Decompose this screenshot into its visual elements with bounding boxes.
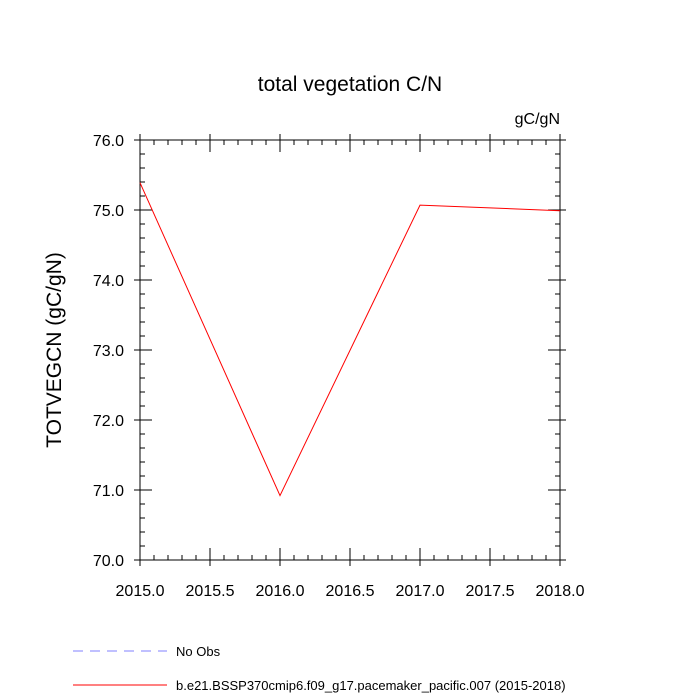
units-label: gC/gN <box>515 111 560 128</box>
x-tick-label: 2015.5 <box>186 583 235 600</box>
series-line <box>139 182 561 497</box>
y-tick-label: 72.0 <box>93 413 124 430</box>
y-tick-label: 71.0 <box>93 483 124 500</box>
series-lines <box>139 182 561 497</box>
y-tick-label: 74.0 <box>93 273 124 290</box>
x-tick-labels: 2015.0 2015.5 2016.0 2016.5 2017.0 2017.5 2018… <box>116 583 585 600</box>
x-tick-label: 2017.0 <box>396 583 445 600</box>
x-tick-label: 2016.5 <box>326 583 375 600</box>
x-tick-label: 2015.0 <box>116 583 165 600</box>
axis-ticks <box>134 134 566 566</box>
y-tick-label: 70.0 <box>93 553 124 570</box>
y-tick-label: 75.0 <box>93 203 124 220</box>
y-tick-labels: 70.0 71.0 72.0 73.0 74.0 75.0 76.0 <box>93 133 124 570</box>
legend: No Obs b.e21.BSSP370cmip6.f09_g17.pacema… <box>73 644 566 693</box>
x-tick-label: 2018.0 <box>536 583 585 600</box>
x-tick-label: 2017.5 <box>466 583 515 600</box>
y-axis-label: TOTVEGCN (gC/gN) <box>43 252 66 448</box>
legend-label-no-obs: No Obs <box>176 644 221 659</box>
legend-label-series: b.e21.BSSP370cmip6.f09_g17.pacemaker_pac… <box>176 678 566 693</box>
x-tick-label: 2016.0 <box>256 583 305 600</box>
chart-title: total vegetation C/N <box>258 73 442 96</box>
y-tick-label: 76.0 <box>93 133 124 150</box>
y-tick-label: 73.0 <box>93 343 124 360</box>
